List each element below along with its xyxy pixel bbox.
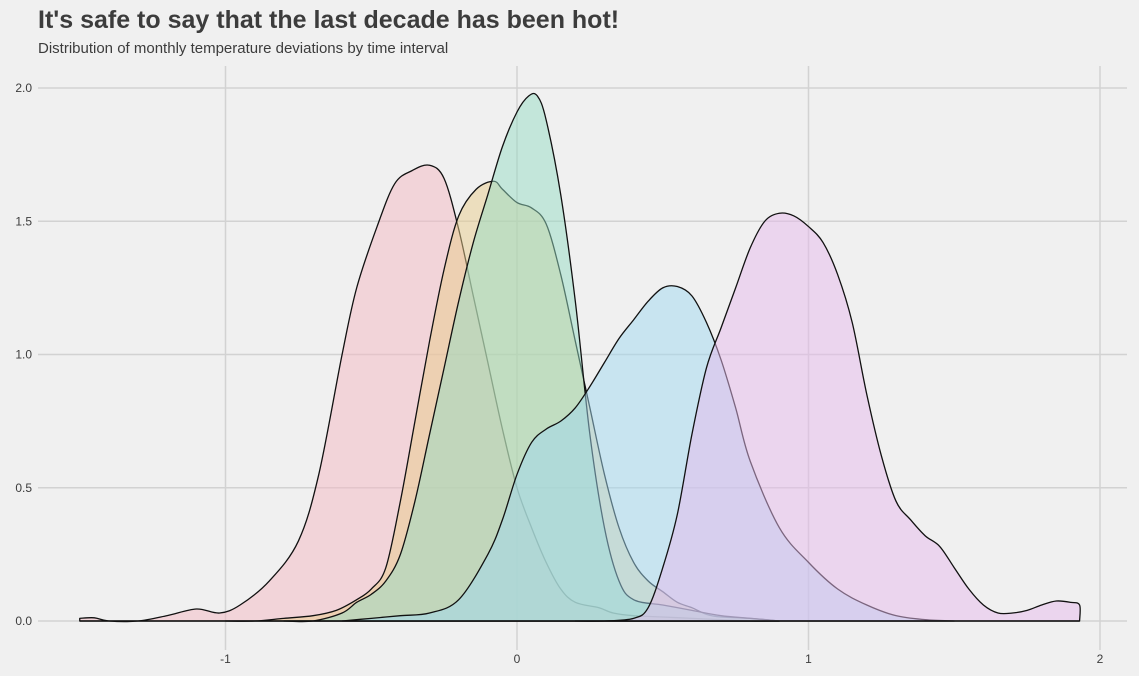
x-tick-label: 1 [805, 652, 812, 666]
chart-title: It's safe to say that the last decade ha… [38, 6, 620, 34]
y-tick-label: 2.0 [15, 81, 32, 95]
y-tick-label: 0.0 [15, 614, 32, 628]
density-areas [79, 92, 1081, 623]
x-tick-label: 2 [1097, 652, 1104, 666]
x-tick-label: -1 [220, 652, 231, 666]
y-tick-label: 0.5 [15, 481, 32, 495]
chart-subtitle: Distribution of monthly temperature devi… [38, 40, 449, 57]
y-tick-label: 1.0 [15, 348, 32, 362]
x-axis: -1 0 1 2 [220, 652, 1103, 666]
y-tick-label: 1.5 [15, 214, 32, 228]
y-axis: 0.0 0.5 1.0 1.5 2.0 [15, 81, 32, 628]
x-tick-label: 0 [514, 652, 521, 666]
density-area-5 [574, 212, 1081, 622]
